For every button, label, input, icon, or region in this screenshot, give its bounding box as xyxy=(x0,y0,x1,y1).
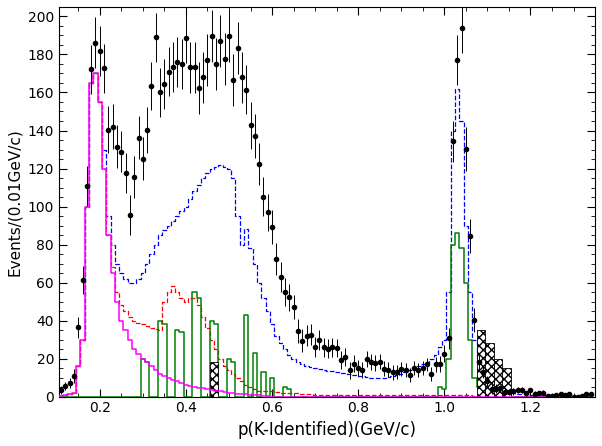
Bar xyxy=(209,363,218,396)
Bar xyxy=(503,368,511,396)
Y-axis label: Events/(0.01GeV/c): Events/(0.01GeV/c) xyxy=(7,128,22,276)
X-axis label: p(K-Identified)(GeV/c): p(K-Identified)(GeV/c) xyxy=(237,421,417,439)
Bar xyxy=(485,343,494,396)
Bar xyxy=(494,359,503,396)
Bar xyxy=(477,330,485,396)
